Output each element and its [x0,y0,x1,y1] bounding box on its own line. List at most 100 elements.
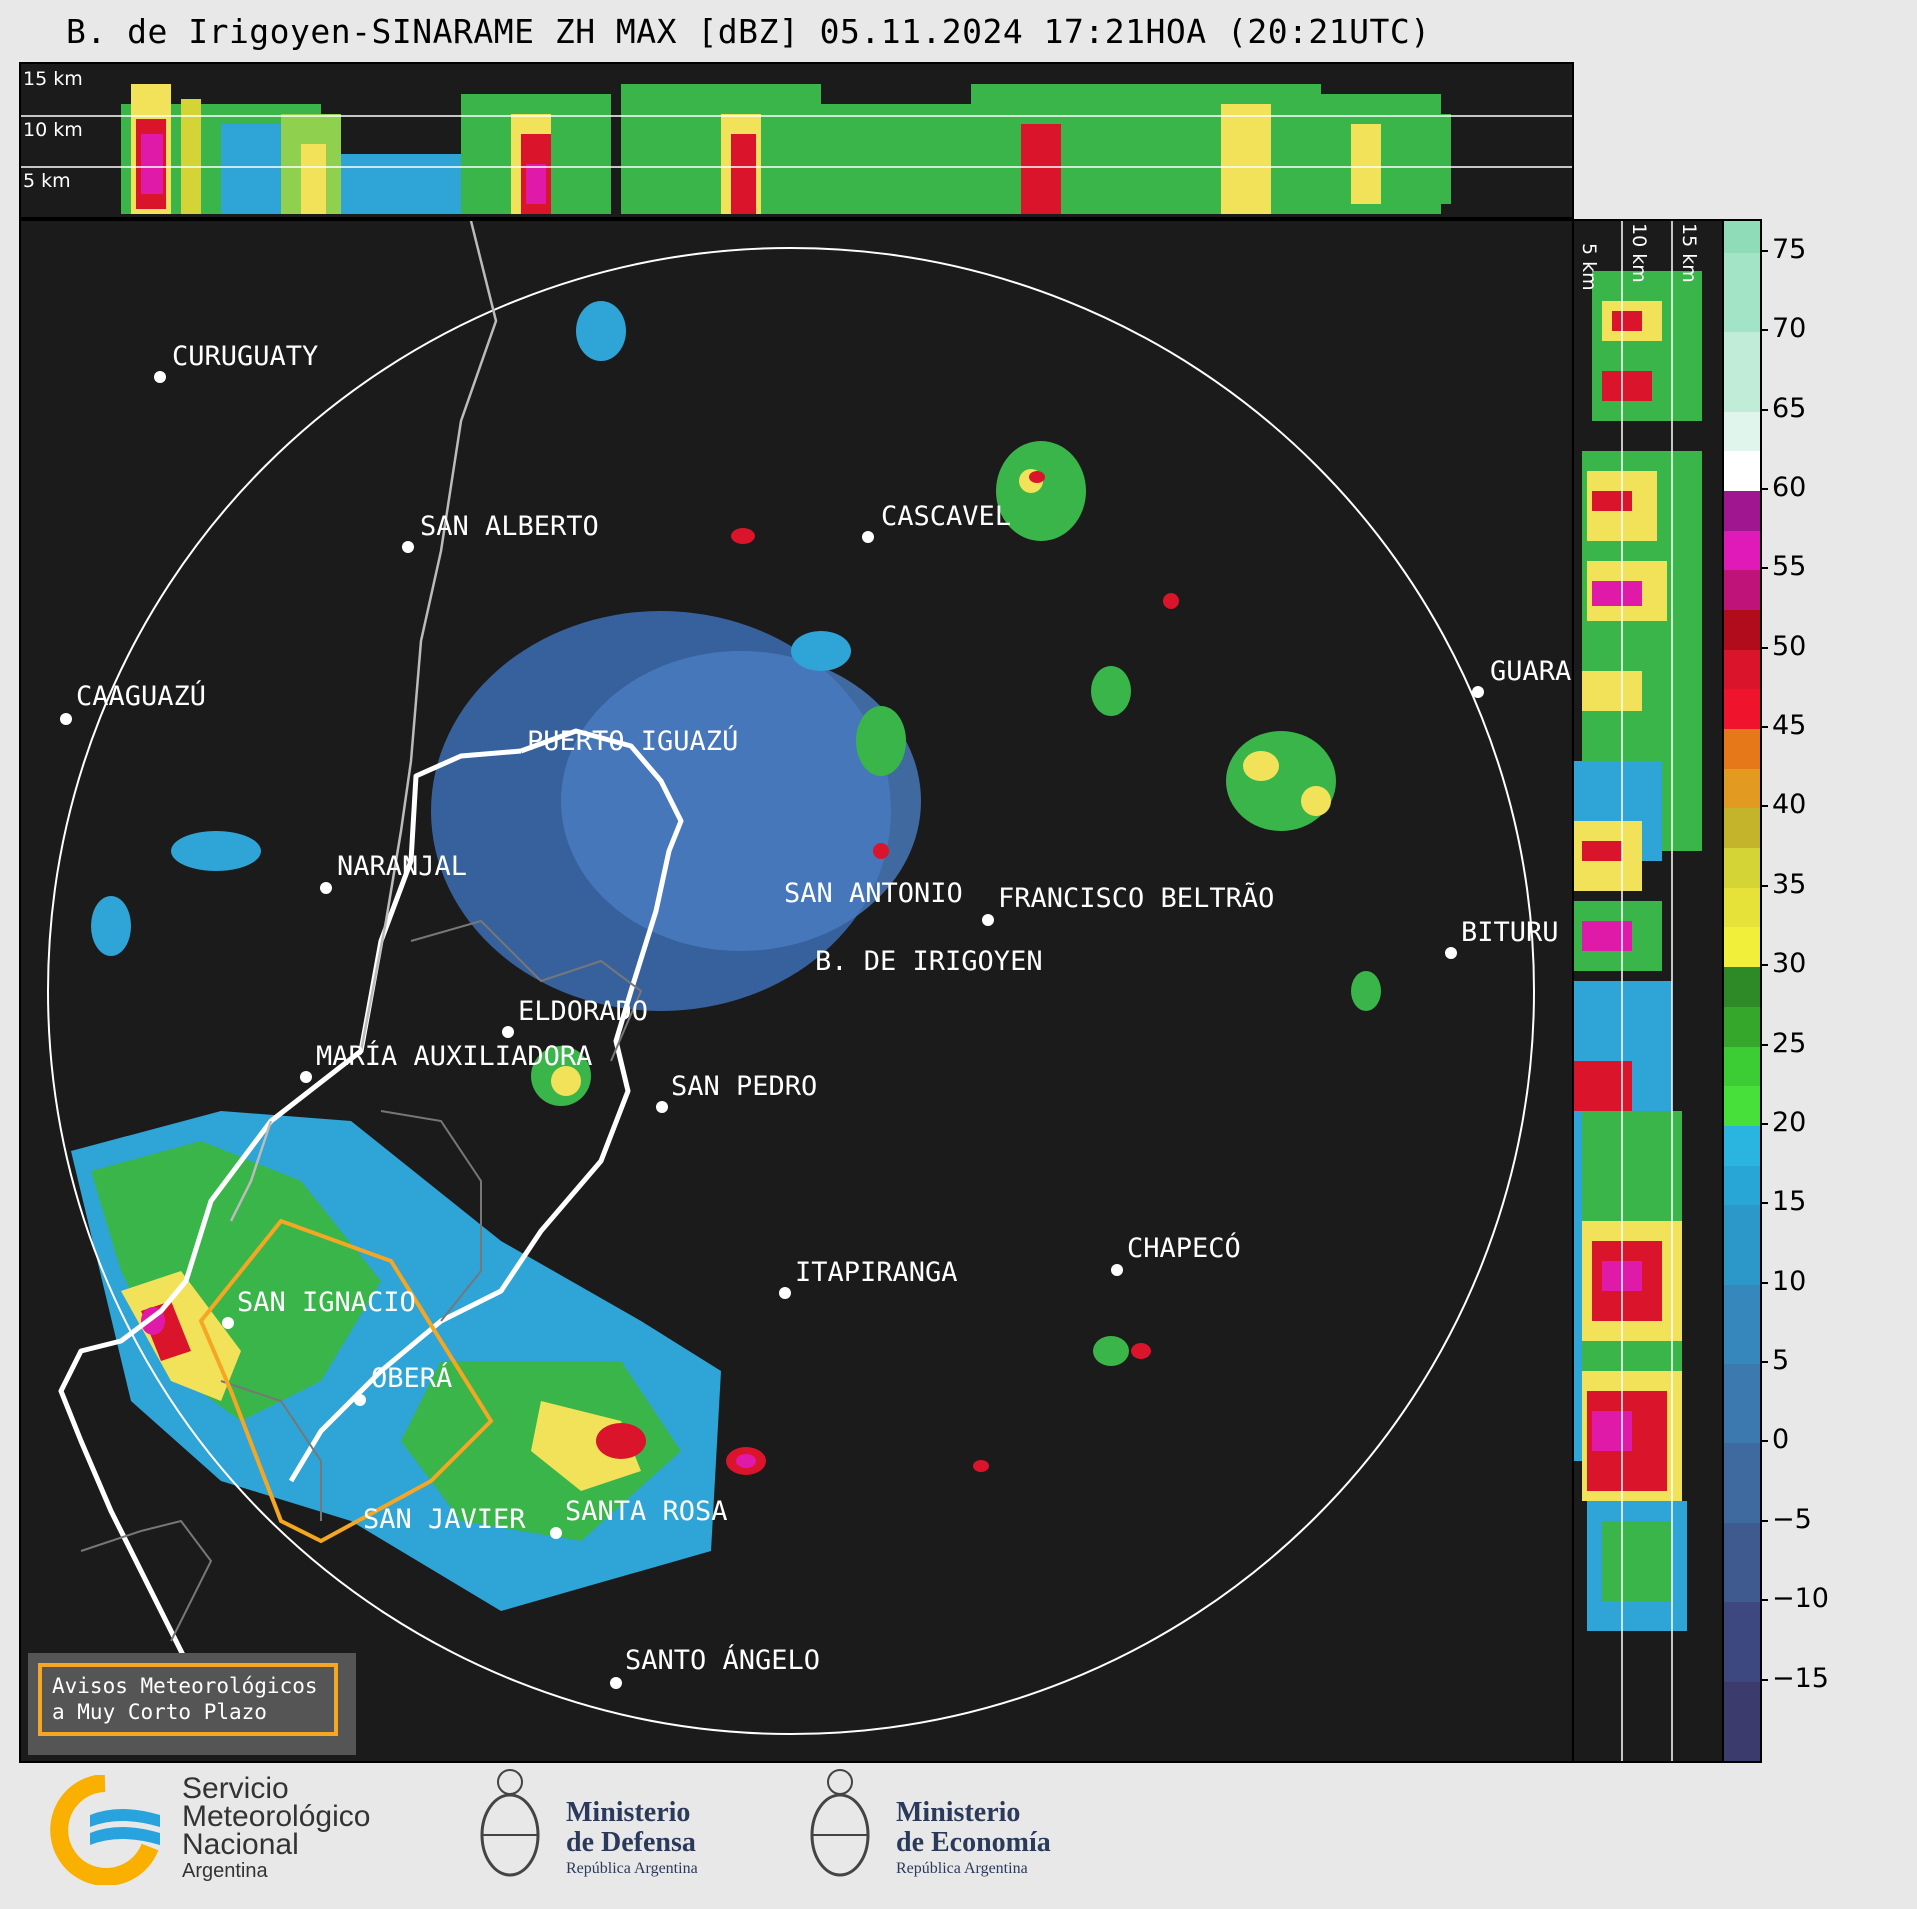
city-label-b-de-irigoyen: B. DE IRIGOYEN [815,946,1043,977]
smn-logo: Servicio Meteorológico Nacional Argentin… [50,1772,410,1885]
city-label-san-javier: SAN JAVIER [363,1504,526,1535]
argentina-coat-of-arms-icon-2 [810,1769,870,1877]
smn-logo-line-3: Nacional [182,1828,299,1861]
colorbar-band [1724,1125,1760,1166]
colorbar-tick [1760,1678,1768,1681]
economia-logo-line-3: República Argentina [896,1860,1028,1877]
city-dot-san-ignacio [222,1317,234,1329]
colorbar-tick [1760,805,1768,808]
page-title: B. de Irigoyen-SINARAME ZH MAX [dBZ] 05.… [66,12,1431,51]
colorbar-band [1724,1165,1760,1206]
colorbar-tick [1760,1281,1768,1284]
colorbar-band [1724,411,1760,452]
colorbar-tick-label: 30 [1772,948,1807,980]
defensa-logo-line-3: República Argentina [566,1860,698,1877]
colorbar-tick-label: 45 [1772,710,1807,742]
colorbar-tick-label: 15 [1772,1186,1807,1218]
city-label-guara: GUARA [1490,656,1572,687]
defensa-logo-line-1: Ministerio [566,1797,691,1828]
radar-map[interactable]: CURUGUATY SAN ALBERTO CASCAVEL CAAGUAZÚ … [19,219,1574,1763]
colorbar-band [1724,808,1760,849]
top-km-label-15: 15 km [23,68,83,90]
colorbar-tick [1760,964,1768,967]
city-dot-chapeco [1111,1264,1123,1276]
colorbar-tick-label: 40 [1772,789,1807,821]
colorbar-band [1724,887,1760,928]
city-label-curuguaty: CURUGUATY [172,341,319,372]
colorbar-tick-label: 50 [1772,630,1807,662]
colorbar-band [1724,1006,1760,1047]
aviso-box[interactable]: Avisos Meteorológicos a Muy Corto Plazo [28,1653,356,1755]
colorbar-band [1724,1046,1760,1087]
colorbar-tick-label: 55 [1772,551,1807,583]
right-km-label-5: 5 km [1578,243,1600,291]
colorbar-band [1724,1205,1760,1285]
city-dot-curuguaty [154,371,166,383]
warning-polygon [198,1218,494,1544]
city-dot-santo-angelo [610,1677,622,1689]
city-label-francisco-beltrao: FRANCISCO BELTRÃO [998,883,1275,914]
city-dot-caaguazu [60,713,72,725]
colorbar-band [1724,649,1760,690]
city-label-san-pedro: SAN PEDRO [671,1071,818,1102]
city-dot-maria-auxiliadora [300,1071,312,1083]
city-dot-obera [354,1394,366,1406]
aviso-line-2: a Muy Corto Plazo [52,1700,267,1724]
country-borders [58,728,684,1742]
colorbar-band [1724,490,1760,531]
colorbar-tick [1760,726,1768,729]
city-label-bituru: BITURU [1461,917,1559,948]
colorbar-band [1724,848,1760,888]
smn-logo-line-4: Argentina [182,1860,268,1882]
city-label-eldorado: ELDORADO [518,996,649,1027]
city-label-santo-angelo: SANTO ÁNGELO [625,1645,821,1676]
colorbar [1722,219,1762,1763]
city-label-san-ignacio: SAN IGNACIO [237,1287,416,1318]
colorbar-tick-label: 25 [1772,1027,1807,1059]
colorbar-tick [1760,1440,1768,1443]
colorbar-tick [1760,487,1768,490]
colorbar-tick [1760,1043,1768,1046]
city-label-maria-auxiliadora: MARÍA AUXILIADORA [316,1041,593,1072]
colorbar-band [1724,1086,1760,1126]
colorbar-band [1724,530,1760,571]
colorbar-tick-label: 75 [1772,233,1807,265]
city-label-naranjal: NARANJAL [337,851,468,882]
defensa-logo-line-2: de Defensa [566,1827,696,1858]
colorbar-tick [1760,408,1768,411]
colorbar-tick-label: −5 [1772,1503,1812,1535]
colorbar-tick [1760,567,1768,570]
top-km-label-10: 10 km [23,119,83,141]
colorbar-tick-label: 60 [1772,471,1807,503]
colorbar-tick [1760,1122,1768,1125]
colorbar-tick [1760,1361,1768,1364]
right-km-label-15: 15 km [1678,223,1700,283]
colorbar-tick-label: −15 [1772,1662,1829,1694]
colorbar-tick-label: 10 [1772,1265,1807,1297]
colorbar-band [1724,570,1760,610]
colorbar-band [1724,332,1760,412]
city-dot-guara [1472,686,1484,698]
right-cross-section-plot [1572,221,1702,1761]
smn-logo-line-1: Servicio [182,1772,289,1805]
city-dot-san-alberto [402,541,414,553]
colorbar-tick-label: −10 [1772,1583,1829,1615]
city-label-san-alberto: SAN ALBERTO [420,511,599,542]
colorbar-tick [1760,329,1768,332]
colorbar-tick [1760,249,1768,252]
city-label-chapeco: CHAPECÓ [1127,1233,1241,1264]
colorbar-tick-label: 20 [1772,1106,1807,1138]
economia-logo: Ministerio de Economía República Argenti… [800,1760,1100,1900]
city-label-itapiranga: ITAPIRANGA [795,1257,958,1288]
city-dot-santa-rosa [550,1527,562,1539]
colorbar-band [1724,1602,1760,1682]
colorbar-tick [1760,1599,1768,1602]
colorbar-tick-label: 0 [1772,1424,1790,1456]
colorbar-band [1724,967,1760,1007]
smn-logo-icon [50,1775,160,1885]
colorbar-band [1724,1284,1760,1365]
aviso-line-1: Avisos Meteorológicos [52,1674,318,1698]
city-dot-eldorado [502,1026,514,1038]
colorbar-band [1724,1443,1760,1523]
colorbar-tick-label: 70 [1772,313,1807,345]
